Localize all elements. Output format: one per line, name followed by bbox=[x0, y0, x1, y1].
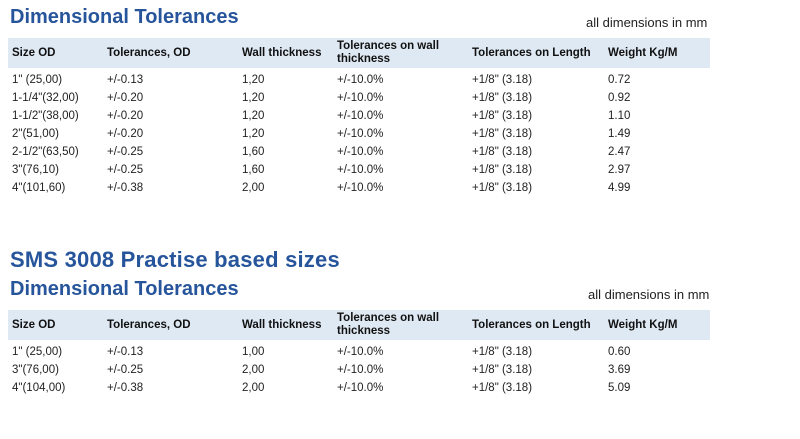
header-tolerances-od: Tolerances, OD bbox=[103, 310, 238, 340]
cell-tolerance-length: +1/8" (3.18) bbox=[472, 92, 533, 104]
cell-tolerance-od: +/-0.13 bbox=[107, 346, 144, 358]
header-size-od: Size OD bbox=[8, 38, 103, 68]
table-row: 2-1/2"(63,50) +/-0.25 1,60 +/-10.0% +1/8" (3… bbox=[8, 143, 710, 161]
cell-weight: 0.92 bbox=[608, 92, 631, 104]
cell-wall-thickness: 1,00 bbox=[242, 346, 265, 358]
table-row: 4"(104,00) +/-0.38 2,00 +/-10.0% +1/8" (3.18… bbox=[8, 379, 710, 397]
section1-table: Size OD Tolerances, OD Wall thickness To… bbox=[8, 38, 710, 197]
header-tolerances-od: Tolerances, OD bbox=[103, 38, 238, 68]
cell-tolerance-length: +1/8" (3.18) bbox=[472, 364, 533, 376]
cell-tolerance-wall: +/-10.0% bbox=[337, 346, 384, 358]
table-row: 1" (25,00) +/-0.13 1,20 +/-10.0% +1/8" (3.18… bbox=[8, 68, 710, 89]
cell-tolerance-od: +/-0.25 bbox=[107, 164, 144, 176]
table-row: 3"(76,10) +/-0.25 1,60 +/-10.0% +1/8" (3.18)… bbox=[8, 161, 710, 179]
header-wall-thickness: Wall thickness bbox=[238, 38, 333, 68]
cell-weight: 4.99 bbox=[608, 182, 631, 194]
cell-tolerance-wall: +/-10.0% bbox=[337, 110, 384, 122]
cell-tolerance-length: +1/8" (3.18) bbox=[472, 382, 533, 394]
cell-weight: 0.60 bbox=[608, 346, 631, 358]
cell-wall-thickness: 1,60 bbox=[242, 164, 265, 176]
cell-weight: 2.97 bbox=[608, 164, 631, 176]
cell-size-od: 4"(104,00) bbox=[12, 382, 66, 394]
header-size-od: Size OD bbox=[8, 310, 103, 340]
cell-weight: 5.09 bbox=[608, 382, 631, 394]
cell-tolerance-length: +1/8" (3.18) bbox=[472, 74, 533, 86]
section2-title: Dimensional Tolerances bbox=[10, 278, 239, 300]
table-header-row: Size OD Tolerances, OD Wall thickness To… bbox=[8, 310, 710, 340]
cell-size-od: 3"(76,00) bbox=[12, 364, 59, 376]
cell-tolerance-length: +1/8" (3.18) bbox=[472, 346, 533, 358]
table-row: 4"(101,60) +/-0.38 2,00 +/-10.0% +1/8" (3.18… bbox=[8, 179, 710, 197]
table-header-row: Size OD Tolerances, OD Wall thickness To… bbox=[8, 38, 710, 68]
cell-tolerance-length: +1/8" (3.18) bbox=[472, 146, 533, 158]
cell-weight: 2.47 bbox=[608, 146, 631, 158]
cell-tolerance-wall: +/-10.0% bbox=[337, 182, 384, 194]
cell-wall-thickness: 1,20 bbox=[242, 128, 265, 140]
table-row: 3"(76,00) +/-0.25 2,00 +/-10.0% +1/8" (3.18)… bbox=[8, 361, 710, 379]
cell-tolerance-length: +1/8" (3.18) bbox=[472, 128, 533, 140]
cell-weight: 1.10 bbox=[608, 110, 631, 122]
header-wall-thickness: Wall thickness bbox=[238, 310, 333, 340]
cell-wall-thickness: 1,20 bbox=[242, 74, 265, 86]
table-row: 1" (25,00) +/-0.13 1,00 +/-10.0% +1/8" (3.18… bbox=[8, 340, 710, 361]
cell-weight: 3.69 bbox=[608, 364, 631, 376]
cell-size-od: 3"(76,10) bbox=[12, 164, 59, 176]
table-row: 1-1/2"(38,00) +/-0.20 1,20 +/-10.0% +1/8" (3… bbox=[8, 107, 710, 125]
section2-unit-note: all dimensions in mm bbox=[588, 287, 710, 302]
cell-tolerance-wall: +/-10.0% bbox=[337, 146, 384, 158]
cell-size-od: 2-1/2"(63,50) bbox=[12, 146, 79, 158]
section1-title: Dimensional Tolerances bbox=[10, 6, 239, 28]
cell-tolerance-od: +/-0.38 bbox=[107, 182, 144, 194]
cell-size-od: 1" (25,00) bbox=[12, 346, 63, 358]
cell-size-od: 1" (25,00) bbox=[12, 74, 63, 86]
cell-wall-thickness: 1,60 bbox=[242, 146, 265, 158]
cell-weight: 0.72 bbox=[608, 74, 631, 86]
section1-unit-note: all dimensions in mm bbox=[586, 15, 708, 30]
header-tolerances-length: Tolerances on Length bbox=[468, 38, 604, 68]
cell-tolerance-length: +1/8" (3.18) bbox=[472, 182, 533, 194]
section2-heading: SMS 3008 Practise based sizes bbox=[10, 247, 340, 272]
cell-wall-thickness: 2,00 bbox=[242, 382, 265, 394]
cell-tolerance-od: +/-0.25 bbox=[107, 146, 144, 158]
cell-size-od: 1-1/4"(32,00) bbox=[12, 92, 79, 104]
cell-size-od: 1-1/2"(38,00) bbox=[12, 110, 79, 122]
cell-tolerance-wall: +/-10.0% bbox=[337, 74, 384, 86]
header-weight: Weight Kg/M bbox=[604, 38, 710, 68]
cell-tolerance-length: +1/8" (3.18) bbox=[472, 110, 533, 122]
cell-tolerance-od: +/-0.38 bbox=[107, 382, 144, 394]
cell-tolerance-length: +1/8" (3.18) bbox=[472, 164, 533, 176]
header-weight: Weight Kg/M bbox=[604, 310, 710, 340]
header-tolerances-length: Tolerances on Length bbox=[468, 310, 604, 340]
cell-tolerance-wall: +/-10.0% bbox=[337, 382, 384, 394]
cell-tolerance-wall: +/-10.0% bbox=[337, 364, 384, 376]
cell-tolerance-od: +/-0.20 bbox=[107, 92, 144, 104]
cell-wall-thickness: 1,20 bbox=[242, 92, 265, 104]
cell-wall-thickness: 2,00 bbox=[242, 364, 265, 376]
cell-tolerance-wall: +/-10.0% bbox=[337, 128, 384, 140]
cell-tolerance-od: +/-0.13 bbox=[107, 74, 144, 86]
cell-size-od: 4"(101,60) bbox=[12, 182, 66, 194]
section2-table: Size OD Tolerances, OD Wall thickness To… bbox=[8, 310, 710, 397]
cell-tolerance-od: +/-0.20 bbox=[107, 128, 144, 140]
cell-wall-thickness: 1,20 bbox=[242, 110, 265, 122]
header-tolerances-wall: Tolerances on wall thickness bbox=[333, 310, 468, 340]
table-row: 1-1/4"(32,00) +/-0.20 1,20 +/-10.0% +1/8" (3… bbox=[8, 89, 710, 107]
header-tolerances-wall: Tolerances on wall thickness bbox=[333, 38, 468, 68]
cell-tolerance-wall: +/-10.0% bbox=[337, 164, 384, 176]
cell-tolerance-od: +/-0.20 bbox=[107, 110, 144, 122]
cell-tolerance-wall: +/-10.0% bbox=[337, 92, 384, 104]
table-row: 2"(51,00) +/-0.20 1,20 +/-10.0% +1/8" (3.18)… bbox=[8, 125, 710, 143]
cell-wall-thickness: 2,00 bbox=[242, 182, 265, 194]
cell-size-od: 2"(51,00) bbox=[12, 128, 59, 140]
cell-weight: 1.49 bbox=[608, 128, 631, 140]
cell-tolerance-od: +/-0.25 bbox=[107, 364, 144, 376]
